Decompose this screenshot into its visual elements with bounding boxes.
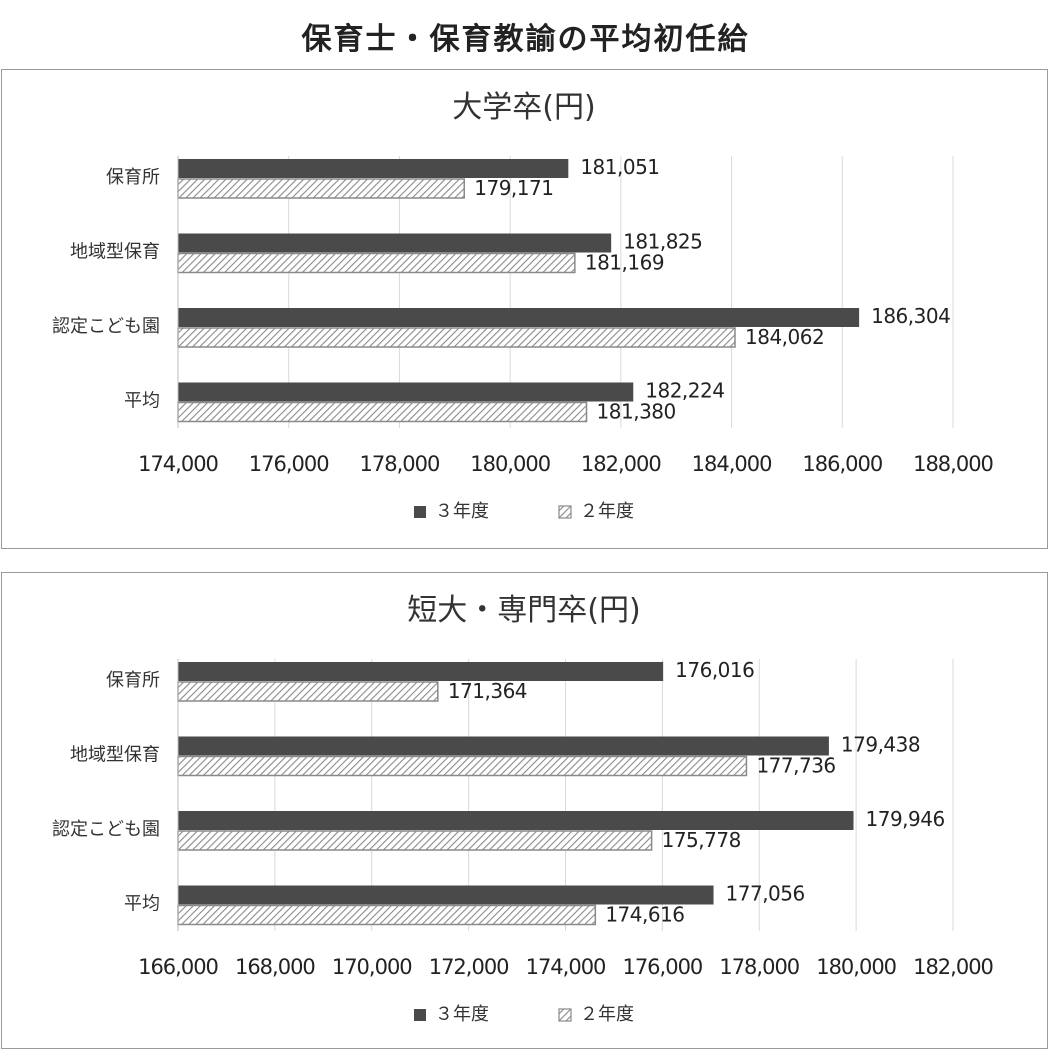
x-tick-label: 168,000	[235, 955, 315, 979]
x-tick-label: 180,000	[816, 955, 896, 979]
x-tick-label: 182,000	[581, 452, 661, 476]
legend-swatch-series2	[558, 1008, 572, 1022]
legend-label-series3: ３年度	[435, 1004, 489, 1025]
bar-series3	[178, 382, 634, 402]
x-tick-label: 180,000	[470, 452, 550, 476]
bar-series3	[178, 885, 714, 905]
x-tick-label: 176,000	[249, 452, 329, 476]
bar-series2	[177, 904, 597, 926]
bar-series2	[177, 327, 736, 348]
data-label-series3: 181,825	[623, 230, 702, 254]
bar-series3	[178, 159, 569, 178]
category-label: 認定こども園	[52, 316, 160, 337]
category-label: 地域型保育	[70, 242, 160, 263]
category-label: 地域型保育	[70, 745, 160, 766]
legend-label-series3: ３年度	[435, 501, 489, 522]
bar-series2	[177, 252, 576, 274]
x-tick-label: 174,000	[526, 955, 606, 979]
x-tick-label: 184,000	[692, 452, 772, 476]
legend-label-series2: ２年度	[580, 501, 634, 522]
data-label-series2: 181,380	[597, 400, 676, 424]
data-label-series3: 176,016	[675, 658, 754, 682]
x-tick-label: 172,000	[429, 955, 509, 979]
bar-series2	[177, 401, 588, 423]
x-tick-label: 174,000	[138, 452, 218, 476]
data-label-series3: 177,056	[726, 882, 805, 906]
data-label-series2: 184,062	[745, 325, 824, 349]
bar-series3	[178, 736, 829, 756]
data-label-series2: 171,364	[448, 679, 527, 703]
bar-series2	[177, 830, 653, 851]
bar-series2	[177, 681, 439, 702]
page-title: 保育士・保育教諭の平均初任給	[301, 22, 750, 57]
bar-series3	[178, 233, 612, 253]
category-label: 保育所	[106, 670, 160, 691]
category-label: 平均	[124, 391, 160, 412]
bar-series3	[178, 811, 854, 830]
data-label-series2: 175,778	[662, 828, 741, 852]
data-label-series3: 182,224	[645, 379, 724, 403]
chart-title: 短大・専門卒(円)	[407, 593, 640, 628]
data-label-series2: 177,736	[756, 754, 835, 778]
data-label-series3: 179,438	[841, 733, 920, 757]
legend-swatch-series2	[558, 505, 572, 519]
data-label-series2: 174,616	[605, 903, 684, 927]
bar-series2	[177, 755, 748, 777]
category-label: 認定こども園	[52, 819, 160, 840]
bar-series3	[178, 308, 860, 327]
legend-swatch-series3	[414, 506, 426, 518]
x-tick-label: 166,000	[138, 955, 218, 979]
legend-swatch-series3	[414, 1009, 426, 1021]
x-tick-label: 170,000	[332, 955, 412, 979]
legend-label-series2: ２年度	[580, 1004, 634, 1025]
data-label-series2: 181,169	[585, 251, 664, 275]
chart-university: 大学卒(円) 174,000 176,000 178,000 180,000 182,00…	[52, 90, 994, 522]
data-label-series3: 186,304	[871, 304, 950, 328]
x-tick-label: 176,000	[622, 955, 702, 979]
x-tick-label: 182,000	[913, 955, 993, 979]
data-label-series3: 181,051	[580, 155, 659, 179]
data-label-series2: 179,171	[474, 176, 553, 200]
category-label: 保育所	[106, 167, 160, 188]
x-tick-label: 186,000	[802, 452, 882, 476]
chart-panel-university: 大学卒(円) 174,000 176,000 178,000 180,000 182,00…	[1, 69, 1048, 549]
bar-series3	[178, 662, 664, 681]
category-label: 平均	[124, 894, 160, 915]
x-tick-label: 188,000	[913, 452, 993, 476]
x-tick-label: 178,000	[360, 452, 440, 476]
data-label-series3: 179,946	[866, 807, 945, 831]
chart-panel-junior-college: 短大・専門卒(円) 166,000 168,000 170,000 172,000 174…	[1, 572, 1048, 1049]
chart-title: 大学卒(円)	[452, 90, 595, 125]
chart-junior-college: 短大・専門卒(円) 166,000 168,000 170,000 172,000 174…	[52, 593, 994, 1025]
bar-series2	[177, 178, 466, 199]
x-tick-label: 178,000	[719, 955, 799, 979]
